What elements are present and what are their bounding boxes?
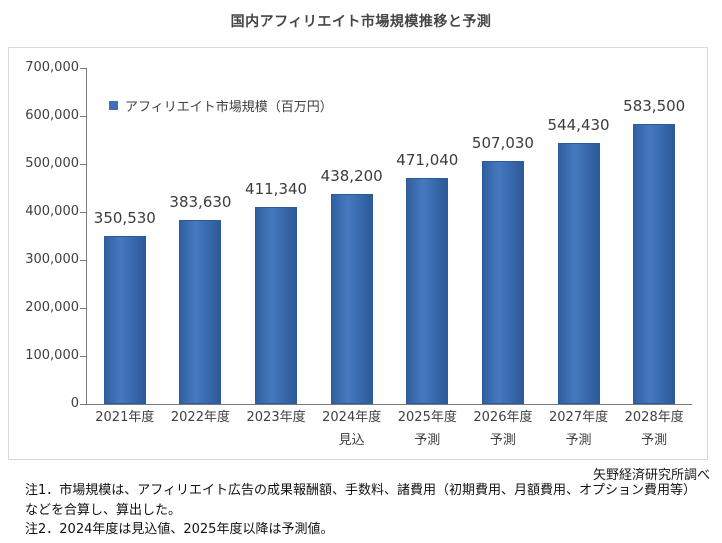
y-axis-label: 0 xyxy=(70,396,79,411)
x-category-year: 2024年度 xyxy=(322,410,382,425)
y-axis-label: 300,000 xyxy=(25,252,79,267)
bar-2027年度 xyxy=(557,143,600,404)
bar-value-label: 411,340 xyxy=(245,180,308,198)
chart-frame: アフィリエイト市場規模（百万円） 700,000 600,000 500,000 40… xyxy=(8,47,708,460)
x-category-year: 2022年度 xyxy=(170,410,230,425)
x-category-label: 2025年度 予測 xyxy=(390,410,466,449)
y-axis-label: 400,000 xyxy=(25,204,79,219)
bar-2028年度 xyxy=(633,124,676,404)
bar-2021年度 xyxy=(103,236,146,404)
y-axis-tick xyxy=(80,308,86,309)
bar-value-label: 438,200 xyxy=(320,167,383,185)
y-axis-tick xyxy=(80,356,86,357)
bar-2026年度 xyxy=(481,161,524,404)
x-category-label: 2023年度 xyxy=(238,410,314,426)
x-category-qualifier: 予測 xyxy=(414,433,441,448)
x-category-label: 2024年度 見込 xyxy=(314,410,390,449)
legend-label: アフィリエイト市場規模（百万円） xyxy=(125,100,333,115)
y-axis-tick xyxy=(80,68,86,69)
x-category-qualifier: 予測 xyxy=(489,433,516,448)
page-title: 国内アフィリエイト市場規模推移と予測 xyxy=(230,14,492,30)
x-category-year: 2026年度 xyxy=(473,410,533,425)
x-axis-line xyxy=(86,404,692,405)
bar-value-label: 383,630 xyxy=(169,193,232,211)
y-axis-tick xyxy=(80,164,86,165)
x-category-label: 2021年度 xyxy=(87,410,163,426)
x-category-year: 2028年度 xyxy=(624,410,684,425)
y-axis-tick xyxy=(80,212,86,213)
x-category-label: 2026年度 予測 xyxy=(465,410,541,449)
x-category-label: 2027年度 予測 xyxy=(541,410,617,449)
x-category-year: 2025年度 xyxy=(397,410,457,425)
x-category-qualifier: 見込 xyxy=(338,433,365,448)
note-1: 注1．市場規模は、アフィリエイト広告の成果報酬額、手数料、諸費用（初期費用、月額… xyxy=(25,483,697,518)
bar-value-label: 471,040 xyxy=(396,151,459,169)
x-category-qualifier: 予測 xyxy=(565,433,592,448)
y-axis-label: 700,000 xyxy=(25,60,79,75)
y-axis-label: 100,000 xyxy=(25,348,79,363)
bar-2025年度 xyxy=(406,178,449,404)
bar-2022年度 xyxy=(179,220,222,404)
bar-2023年度 xyxy=(255,207,298,404)
x-category-qualifier: 予測 xyxy=(641,433,668,448)
legend: アフィリエイト市場規模（百万円） xyxy=(109,96,333,115)
bar-value-label: 544,430 xyxy=(547,116,610,134)
x-category-label: 2022年度 xyxy=(163,410,239,426)
plot-area: 350,530 383,630 411,340 438,200 471,040 507,0… xyxy=(87,68,692,404)
bar-2024年度 xyxy=(330,194,373,404)
y-axis-label: 200,000 xyxy=(25,300,79,315)
x-category-year: 2021年度 xyxy=(95,410,155,425)
bar-value-label: 583,500 xyxy=(623,97,686,115)
y-axis-tick xyxy=(80,404,86,405)
x-category-year: 2023年度 xyxy=(246,410,306,425)
footnotes: 注1．市場規模は、アフィリエイト広告の成果報酬額、手数料、諸費用（初期費用、月額… xyxy=(25,481,707,540)
bar-value-label: 507,030 xyxy=(471,134,534,152)
x-category-year: 2027年度 xyxy=(549,410,609,425)
y-axis-label: 500,000 xyxy=(25,156,79,171)
y-axis-line xyxy=(86,68,87,405)
x-category-label: 2028年度 予測 xyxy=(616,410,692,449)
note-2: 注2．2024年度は見込値、2025年度以降は予測値。 xyxy=(25,522,334,537)
y-axis-label: 600,000 xyxy=(25,108,79,123)
y-axis-tick xyxy=(80,116,86,117)
y-axis-tick xyxy=(80,260,86,261)
legend-marker-icon xyxy=(109,101,118,110)
bar-value-label: 350,530 xyxy=(93,209,156,227)
source-credit: 矢野経済研究所調べ xyxy=(592,468,710,483)
